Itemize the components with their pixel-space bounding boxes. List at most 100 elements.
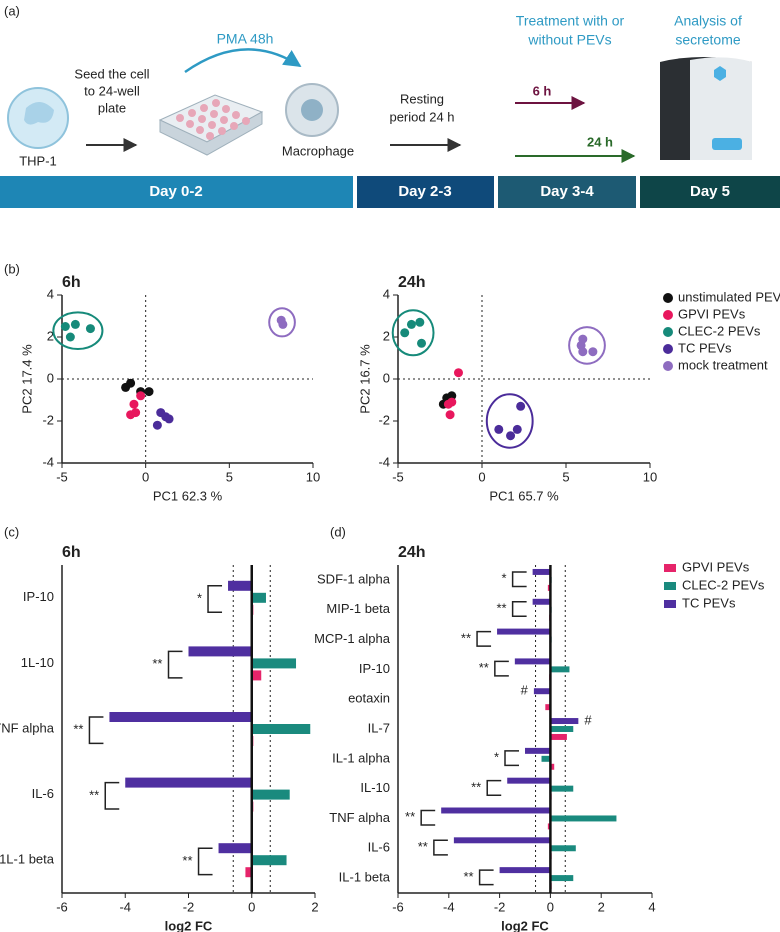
legend-marker	[663, 310, 673, 320]
bar	[251, 670, 262, 681]
annotation: **	[471, 779, 481, 794]
category-label: IL-1 alpha	[332, 750, 391, 765]
pma-label: PMA 48h	[217, 31, 274, 47]
instrument-logo	[714, 66, 726, 81]
x-tick-label: 2	[311, 899, 318, 914]
legend-marker	[664, 564, 676, 572]
legend-label: unstimulated PEVs	[678, 289, 780, 304]
point	[417, 338, 427, 348]
significance-bracket	[511, 601, 527, 618]
bar	[251, 855, 287, 866]
category-label: IL-10	[360, 780, 390, 795]
legend-label: GPVI PEVs	[682, 559, 750, 574]
bar	[251, 724, 311, 734]
significance-bracket	[511, 571, 527, 588]
point	[588, 347, 598, 357]
y-tick-label: -2	[42, 412, 54, 427]
annotation: #	[584, 712, 592, 727]
annotation: *	[494, 750, 499, 765]
bar	[125, 777, 252, 788]
day-label: Day 3-4	[540, 183, 594, 200]
resting-label: period 24 h	[389, 109, 454, 124]
x-tick-label: 2	[598, 899, 605, 914]
bar	[499, 867, 551, 874]
seed-label: Seed the cell	[74, 66, 149, 81]
cluster-ring	[52, 311, 104, 351]
nucleus	[24, 101, 54, 125]
category-label: TNF alpha	[329, 810, 390, 825]
legend-marker	[663, 327, 673, 337]
bar	[228, 580, 252, 591]
bar	[453, 837, 551, 844]
category-label: IL-6	[32, 786, 54, 801]
bar	[532, 598, 551, 605]
cluster-ring	[391, 309, 435, 357]
x-axis-label: PC1 65.7 %	[489, 488, 559, 503]
y-tick-label: -4	[42, 454, 54, 469]
point	[512, 424, 522, 434]
panel-label: (a)	[4, 3, 20, 18]
x-tick-label: 0	[142, 469, 149, 484]
point	[136, 391, 146, 401]
bar	[547, 584, 551, 591]
x-tick-label: -5	[56, 469, 68, 484]
wells	[176, 99, 250, 140]
annotation: **	[73, 722, 83, 737]
category-label: 1L-10	[21, 655, 54, 670]
bar	[550, 875, 574, 882]
annotation: **	[182, 853, 192, 868]
annotation: **	[89, 787, 99, 802]
x-axis-label: PC1 62.3 %	[153, 488, 223, 503]
category-label: IL-7	[368, 720, 390, 735]
point	[494, 424, 504, 434]
x-tick-label: -4	[443, 899, 455, 914]
legend-marker	[663, 361, 673, 371]
x-tick-label: -2	[494, 899, 506, 914]
x-tick-label: 10	[306, 469, 320, 484]
day-label: Day 0-2	[149, 183, 202, 200]
cell-label: THP-1	[19, 153, 57, 168]
category-label: eotaxin	[348, 691, 390, 706]
point	[129, 399, 139, 409]
point	[278, 319, 288, 329]
chart-title: 24h	[398, 544, 426, 561]
bar	[497, 628, 551, 635]
y-tick-label: -4	[378, 454, 390, 469]
significance-bracket	[197, 847, 213, 876]
bar	[218, 843, 252, 854]
chart-title: 6h	[62, 544, 81, 561]
category-label: IP-10	[359, 661, 390, 676]
point	[453, 368, 463, 378]
point	[415, 317, 425, 327]
significance-bracket	[88, 716, 104, 745]
instrument-window	[712, 138, 742, 150]
y-tick-label: 0	[47, 370, 54, 385]
category-label: IL-1 beta	[339, 870, 391, 885]
legend-label: TC PEVs	[678, 340, 732, 355]
panel-label: (d)	[330, 524, 346, 539]
seed-label: plate	[98, 100, 126, 115]
bar	[545, 704, 551, 711]
legend-marker	[663, 293, 673, 303]
timeline-segment	[0, 176, 353, 208]
bar	[251, 789, 290, 800]
point	[126, 378, 136, 388]
x-tick-label: 0	[248, 899, 255, 914]
legend-marker	[664, 582, 676, 590]
significance-bracket	[486, 779, 502, 796]
analysis-label: Analysis of	[674, 13, 742, 29]
x-tick-label: -6	[56, 899, 68, 914]
x-tick-label: 4	[648, 899, 655, 914]
legend-marker	[663, 344, 673, 354]
point	[578, 347, 588, 357]
x-tick-label: 5	[226, 469, 233, 484]
chart-title: 24h	[398, 274, 426, 291]
annotation: **	[461, 630, 471, 645]
well-plate-side	[159, 111, 263, 156]
significance-bracket	[494, 660, 509, 677]
significance-bracket	[433, 839, 448, 856]
x-tick-label: 10	[643, 469, 657, 484]
category-label: MIP-1 beta	[326, 601, 390, 616]
point	[164, 414, 174, 424]
significance-bracket	[207, 585, 223, 613]
